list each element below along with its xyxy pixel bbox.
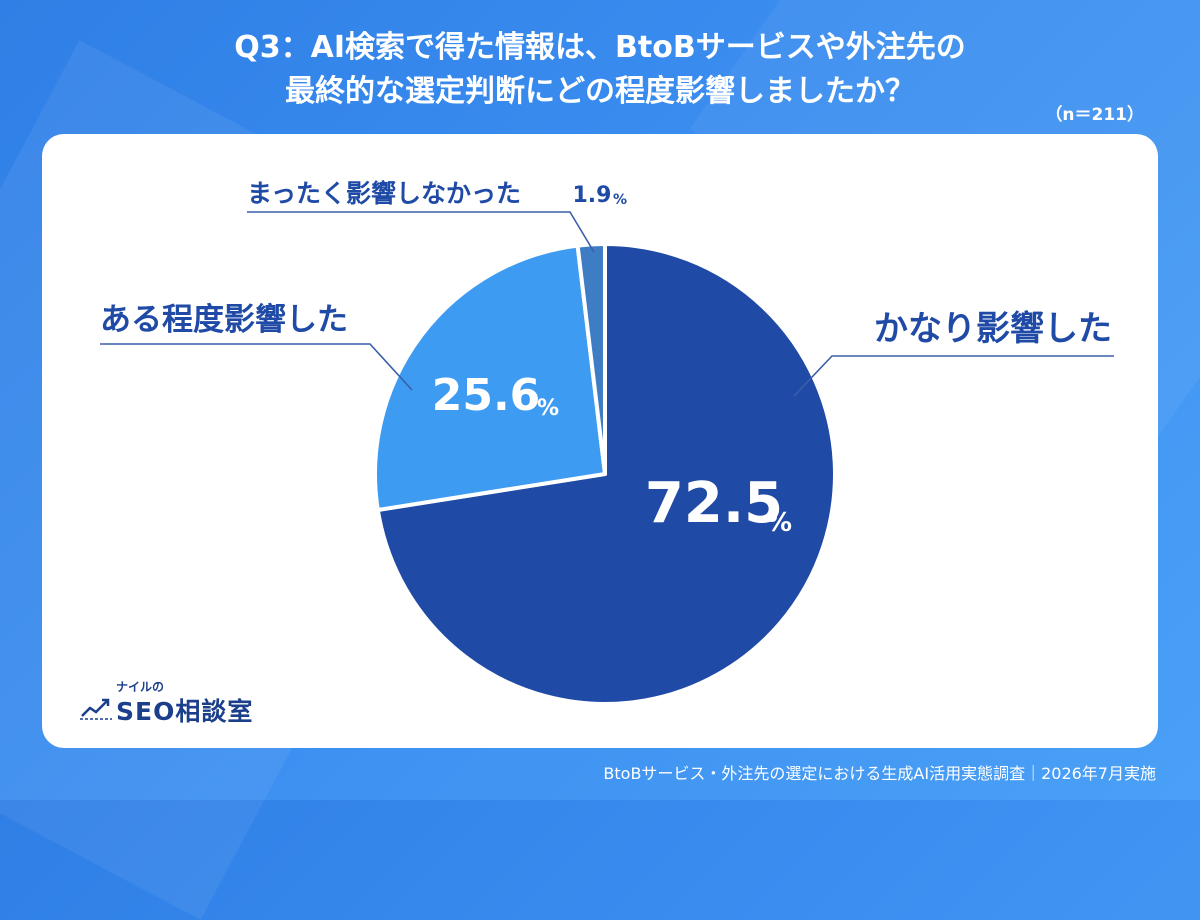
data-label-unit: % <box>613 192 627 208</box>
data-label-unit: % <box>537 396 559 421</box>
trend-chart-icon <box>80 698 112 720</box>
survey-source-footer: BtoBサービス・外注先の選定における生成AI活用実態調査｜2026年7月実施 <box>603 764 1156 783</box>
pie-slice <box>575 242 607 476</box>
leader-line <box>247 211 595 253</box>
title-line-1: Q3：AI検索で得た情報は、BtoBサービスや外注先の <box>234 30 966 65</box>
chart-title: Q3：AI検索で得た情報は、BtoBサービスや外注先の 最終的な選定判断にどの程… <box>0 26 1200 113</box>
data-label-unit: % <box>766 508 792 538</box>
leader-line <box>100 343 413 391</box>
pie-chart: 72.5% かなり影響した 25.6% ある程度影響した まったく影響しなかった 1.9% <box>100 179 1114 706</box>
category-label: まったく影響しなかった <box>247 179 521 208</box>
sample-size-label: （n＝211） <box>1045 105 1144 125</box>
data-label-value: 72.5 <box>645 471 783 536</box>
category-label: ある程度影響した <box>100 302 348 338</box>
logo-subtext: ナイルの <box>116 680 165 694</box>
data-label-value: 25.6 <box>432 370 541 421</box>
chart-card: 72.5% かなり影響した 25.6% ある程度影響した まったく影響しなかった 1.9% <box>42 134 1158 748</box>
data-label-value: 1.9 <box>573 183 612 208</box>
leader-line <box>793 355 1114 397</box>
logo-text: SEO相談室 <box>116 697 254 726</box>
title-line-2: 最終的な選定判断にどの程度影響しましたか？ <box>285 73 915 109</box>
pie-slice <box>373 243 607 512</box>
category-label: かなり影響した <box>874 309 1112 349</box>
brand-logo: ナイルの SEO相談室 <box>80 678 254 728</box>
